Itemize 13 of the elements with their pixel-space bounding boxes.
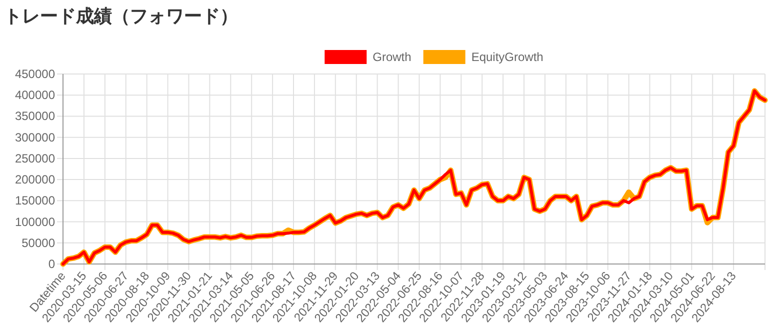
y-tick-label: 300000 [14, 130, 56, 144]
y-tick-label: 250000 [14, 151, 56, 166]
y-tick-label: 350000 [14, 109, 56, 124]
y-tick-label: 200000 [14, 172, 56, 187]
y-tick-label: 450000 [14, 67, 56, 81]
y-tick-label: 0 [48, 257, 56, 271]
y-tick-label: 400000 [14, 88, 56, 102]
y-tick-label: 50000 [22, 236, 56, 250]
y-tick-label: 150000 [14, 194, 56, 208]
legend-label: Growth [372, 50, 412, 64]
legend-label: EquityGrowth [471, 50, 544, 64]
y-tick-label: 100000 [14, 214, 56, 229]
title: トレード成績（フォワード） [4, 6, 238, 26]
